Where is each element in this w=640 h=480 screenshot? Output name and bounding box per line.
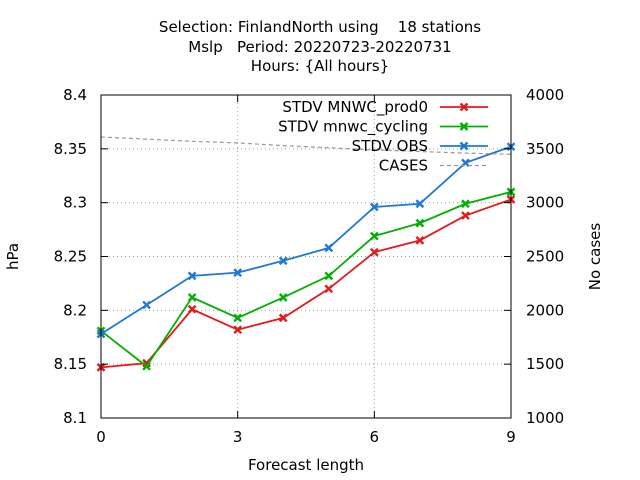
y-tick-label: 8.1	[63, 409, 87, 427]
y2-tick-label: 3500	[526, 140, 564, 158]
y2-axis-label: No cases	[586, 223, 604, 291]
legend-label: STDV OBS	[352, 137, 428, 155]
data-point	[233, 268, 243, 277]
x-axis-label: Forecast length	[248, 456, 364, 474]
series-line	[100, 145, 512, 335]
y-tick-label: 8.2	[63, 301, 87, 319]
series-1	[96, 187, 516, 371]
data-point	[324, 284, 334, 294]
legend-label: STDV mnwc_cycling	[278, 118, 428, 137]
chart-title-line-1: Selection: FinlandNorth using 18 station…	[158, 18, 482, 36]
data-point	[461, 211, 470, 220]
chart-title-line-2: Mslp Period: 20220723-20220731	[188, 38, 452, 56]
y-axis-label: hPa	[4, 243, 22, 270]
y2-tick-label: 3000	[526, 194, 564, 212]
data-point	[415, 218, 425, 228]
data-point	[415, 199, 425, 209]
data-point	[187, 271, 197, 281]
y-tick-label: 8.15	[54, 355, 87, 373]
y-tick-label: 8.35	[54, 140, 87, 158]
data-point	[369, 231, 379, 241]
data-point	[278, 293, 288, 302]
y-tick-label: 8.4	[63, 86, 87, 104]
data-point	[187, 304, 197, 314]
data-point	[187, 293, 197, 302]
data-point	[142, 300, 151, 310]
x-tick-label: 9	[506, 428, 516, 446]
x-tick-label: 3	[233, 428, 243, 446]
series-line	[100, 191, 512, 368]
y-tick-label: 8.25	[54, 248, 87, 266]
data-point	[324, 243, 334, 253]
series-3	[100, 136, 512, 155]
data-point	[233, 313, 243, 323]
data-point	[415, 236, 425, 245]
data-point	[142, 361, 151, 371]
series-0	[96, 195, 516, 372]
x-tick-label: 0	[96, 428, 106, 446]
data-point	[461, 199, 470, 209]
legend-marker	[459, 141, 469, 151]
series-line	[100, 198, 512, 369]
data-point	[278, 313, 288, 323]
data-point	[233, 325, 243, 335]
legend-item: STDV mnwc_cycling	[278, 118, 488, 137]
legend-label: CASES	[379, 157, 428, 175]
legend-item: STDV MNWC_prod0	[282, 98, 488, 117]
y-tick-label: 8.3	[63, 194, 87, 212]
x-tick-label: 6	[370, 428, 380, 446]
y2-tick-label: 4000	[526, 86, 564, 104]
series-2	[96, 142, 516, 339]
y2-tick-label: 2000	[526, 301, 564, 319]
legend-item: STDV OBS	[352, 137, 488, 155]
data-point	[369, 247, 379, 257]
legend-marker	[459, 122, 469, 131]
data-point	[324, 271, 334, 281]
axis-ticks: 8.1 8.15 8.2 8.25 8.3 8.35 8.4 1000 1500 2000 2500…	[54, 86, 565, 446]
chart-title-line-3: Hours: {All hours}	[250, 57, 390, 75]
series-layer	[96, 136, 516, 372]
legend-item: CASES	[379, 157, 488, 175]
y2-tick-label: 2500	[526, 248, 564, 266]
data-point	[278, 256, 288, 266]
grid	[101, 95, 511, 418]
y2-tick-label: 1000	[526, 409, 564, 427]
legend-label: STDV MNWC_prod0	[282, 98, 428, 117]
data-point	[369, 202, 379, 212]
y2-tick-label: 1500	[526, 355, 564, 373]
legend-marker	[459, 102, 469, 112]
series-line	[100, 136, 512, 155]
